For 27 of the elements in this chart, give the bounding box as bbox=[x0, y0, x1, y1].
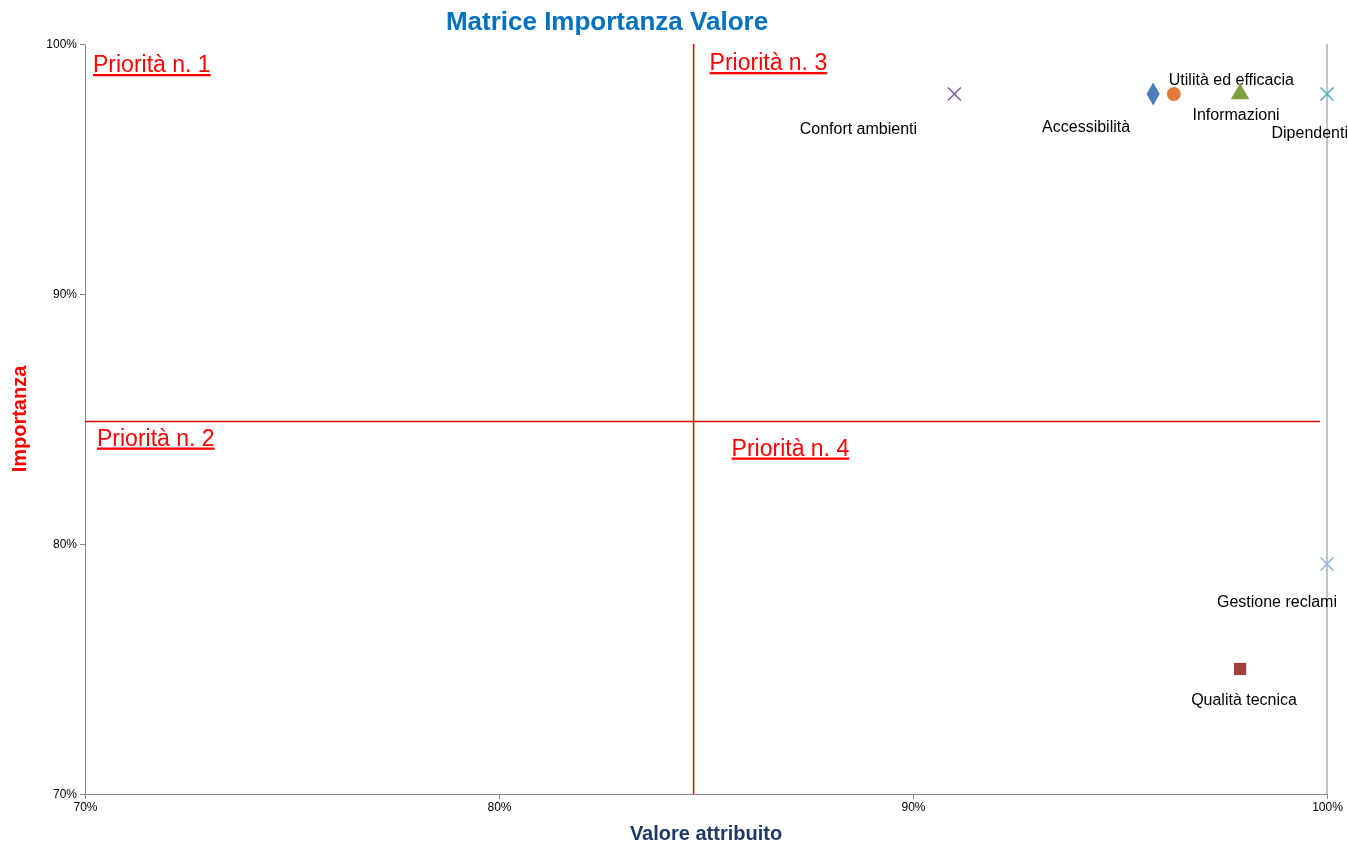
series-label: Utilità ed efficacia bbox=[1168, 71, 1295, 88]
x-tick-label: 80% bbox=[487, 799, 512, 814]
point bbox=[1233, 662, 1247, 676]
y-tick-label: 100% bbox=[46, 37, 78, 52]
text: Confort ambienti bbox=[799, 120, 918, 137]
annotation: Priorità n. 4 bbox=[731, 434, 850, 461]
x-tick-label: 70% bbox=[73, 799, 98, 814]
x-tick-label: 100% bbox=[1312, 799, 1344, 814]
series-label: Qualità tecnica bbox=[1191, 691, 1298, 708]
point bbox=[1319, 556, 1335, 572]
series-label: Accessibilità bbox=[1042, 118, 1131, 135]
y-tick-label: 90% bbox=[52, 287, 78, 302]
y-tick-label: 70% bbox=[52, 787, 78, 802]
series-label: Dipendenti bbox=[1271, 124, 1348, 141]
annotation: Priorità n. 1 bbox=[93, 51, 211, 77]
series-label: Informazioni bbox=[1192, 106, 1280, 123]
x-tick-label: 90% bbox=[901, 799, 926, 814]
x-axis-title: Valore attribuito bbox=[629, 822, 783, 843]
chart-title: Matrice Importanza Valore bbox=[445, 6, 769, 36]
y-tick-label: 80% bbox=[52, 537, 78, 552]
series-label: Gestione reclami bbox=[1216, 593, 1337, 610]
point bbox=[1319, 86, 1335, 102]
annotation: Priorità n. 3 bbox=[709, 49, 828, 75]
annotation: Priorità n. 2 bbox=[97, 424, 215, 451]
point bbox=[947, 86, 962, 102]
y-axis-title: Importanza bbox=[8, 364, 30, 473]
point bbox=[1166, 87, 1181, 101]
